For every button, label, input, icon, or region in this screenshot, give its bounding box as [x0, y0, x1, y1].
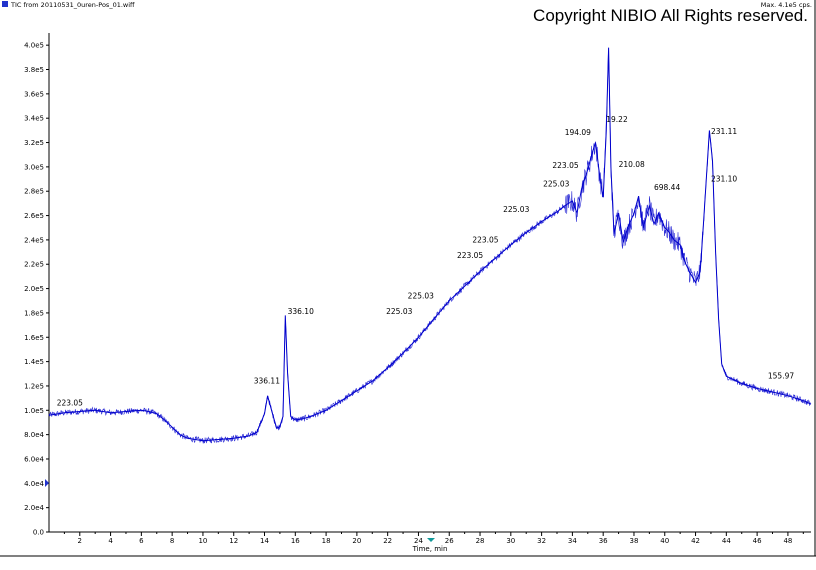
x-tick-label: 36 — [599, 537, 608, 545]
x-tick-label: 24 — [414, 537, 423, 545]
peak-label: 698.44 — [654, 183, 680, 192]
x-tick-label: 14 — [260, 537, 269, 545]
x-tick-label: 30 — [506, 537, 515, 545]
x-tick-label: 8 — [170, 537, 174, 545]
x-tick-label: 2 — [78, 537, 82, 545]
x-tick-label: 12 — [229, 537, 238, 545]
x-tick-label: 22 — [383, 537, 392, 545]
tic-trace-noise — [48, 53, 811, 444]
x-tick-label: 40 — [660, 537, 669, 545]
y-tick-label: 2.0e5 — [24, 285, 44, 293]
y-tick-label: 1.4e5 — [24, 358, 44, 366]
peak-label: 155.97 — [768, 372, 794, 381]
x-axis-label: Time, min — [412, 545, 448, 553]
x-tick-label: 34 — [568, 537, 577, 545]
max-intensity-label: Max. 4.1e5 cps. — [761, 1, 812, 9]
x-tick-group: 2 4 6 8 10 12 14 16 18 20 22 24 26 28 30 32 34 36 38 40 42 44… — [63, 532, 804, 545]
y-tick-label: 2.2e5 — [24, 261, 44, 269]
peak-label: 225.03 — [408, 291, 434, 300]
y-tick-label: 3.4e5 — [24, 115, 44, 123]
peak-label: 225.03 — [543, 179, 569, 188]
peak-label: 194.09 — [565, 128, 591, 137]
peak-label: 231.11 — [711, 127, 737, 136]
x-tick-label: 28 — [476, 537, 485, 545]
y-tick-label: 2.0e4 — [24, 504, 44, 512]
y-tick-label: 1.2e5 — [24, 382, 44, 390]
trace-marker-icon — [2, 1, 8, 7]
y-tick-group: 0.0 2.0e4 4.0e4 6.0e4 8.0e4 1.0e5 1.2e5 1.4e5 1.… — [24, 42, 49, 537]
peak-label: 19.22 — [606, 115, 628, 124]
x-tick-label: 18 — [322, 537, 331, 545]
x-tick-label: 6 — [139, 537, 144, 545]
copyright-text: Copyright NIBIO All Rights reserved. — [533, 6, 808, 25]
peak-label: 223.05 — [57, 398, 83, 407]
y-tick-label: 4.0e4 — [24, 480, 44, 488]
x-tick-label: 46 — [753, 537, 762, 545]
y-tick-label: 2.6e5 — [24, 212, 44, 220]
peak-label: 336.11 — [254, 377, 280, 386]
y-tick-label: 4.0e5 — [24, 42, 44, 50]
y-tick-label: 3.8e5 — [24, 66, 44, 74]
y-tick-label: 1.6e5 — [24, 334, 44, 342]
y-tick-label: 8.0e4 — [24, 431, 44, 439]
x-tick-label: 4 — [108, 537, 113, 545]
x-tick-label: 48 — [783, 537, 792, 545]
y-tick-label: 3.6e5 — [24, 90, 44, 98]
y-tick-label: 1.0e5 — [24, 407, 44, 415]
peak-label: 223.05 — [457, 251, 483, 260]
peak-label: 223.05 — [552, 161, 578, 170]
y-tick-label: 3.2e5 — [24, 139, 44, 147]
x-tick-label: 26 — [445, 537, 454, 545]
y-tick-label: 6.0e4 — [24, 455, 44, 463]
x-tick-label: 20 — [352, 537, 361, 545]
y-tick-label: 3.0e5 — [24, 163, 44, 171]
y-axis-marker-icon — [45, 479, 49, 487]
peak-label: 225.03 — [386, 307, 412, 316]
x-tick-label: 32 — [537, 537, 546, 545]
peak-label: 225.03 — [503, 205, 529, 214]
trace-title: TIC from 20110531_0uren-Pos_01.wiff — [10, 1, 135, 9]
x-tick-label: 44 — [722, 537, 731, 545]
y-tick-label: 2.8e5 — [24, 188, 44, 196]
y-tick-label: 0.0 — [33, 529, 44, 537]
peak-annotation-group: 223.05 336.11 336.10 225.03 225.03 223.05 223.… — [57, 115, 795, 408]
y-tick-label: 2.4e5 — [24, 236, 44, 244]
x-tick-label: 38 — [630, 537, 639, 545]
x-tick-label: 16 — [291, 537, 300, 545]
peak-label: 223.05 — [472, 235, 498, 244]
x-axis-marker-icon — [427, 538, 435, 542]
peak-label: 336.10 — [288, 307, 314, 316]
x-tick-label: 42 — [691, 537, 700, 545]
peak-label: 231.10 — [711, 174, 737, 183]
y-tick-label: 1.8e5 — [24, 309, 44, 317]
x-tick-label: 10 — [198, 537, 207, 545]
peak-label: 210.08 — [619, 160, 645, 169]
